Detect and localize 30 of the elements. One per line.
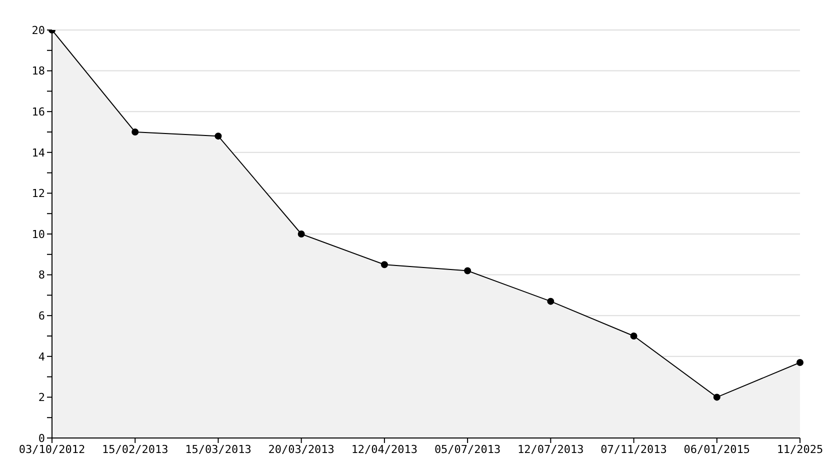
x-tick-label: 12/07/2013 <box>518 442 584 456</box>
x-tick-label: 07/11/2013 <box>600 442 667 456</box>
y-tick-label: 16 <box>32 106 45 119</box>
x-tick-label: 11/2025 <box>776 442 824 456</box>
x-tick-label: 20/03/2013 <box>268 442 334 456</box>
y-tick-label: 4 <box>38 350 46 364</box>
x-tick-label: 05/07/2013 <box>434 442 501 456</box>
y-tick-label: 12 <box>32 187 45 200</box>
y-tick-label: 6 <box>38 310 45 323</box>
x-tick-label: 12/04/2013 <box>351 442 418 456</box>
point <box>630 332 638 340</box>
y-tick-label: 0 <box>38 432 45 445</box>
y-tick-label: 18 <box>32 64 45 78</box>
point <box>298 230 305 238</box>
point <box>464 267 472 274</box>
point <box>547 298 554 305</box>
point <box>380 261 388 268</box>
y-tick-label: 2 <box>38 391 45 404</box>
point <box>132 128 139 136</box>
x-tick-label: 03/10/2012 <box>18 442 86 456</box>
point <box>214 132 222 140</box>
y-tick-label: 20 <box>32 24 45 37</box>
y-tick-label: 10 <box>32 228 45 241</box>
y-tick-label: 8 <box>38 268 45 282</box>
x-tick-label: 15/03/2013 <box>185 442 252 456</box>
point <box>713 394 720 401</box>
point <box>796 359 804 366</box>
x-tick-label: 15/02/2013 <box>102 442 168 456</box>
x-tick-label: 06/01/2015 <box>684 442 750 456</box>
y-tick-label: 14 <box>32 146 46 160</box>
